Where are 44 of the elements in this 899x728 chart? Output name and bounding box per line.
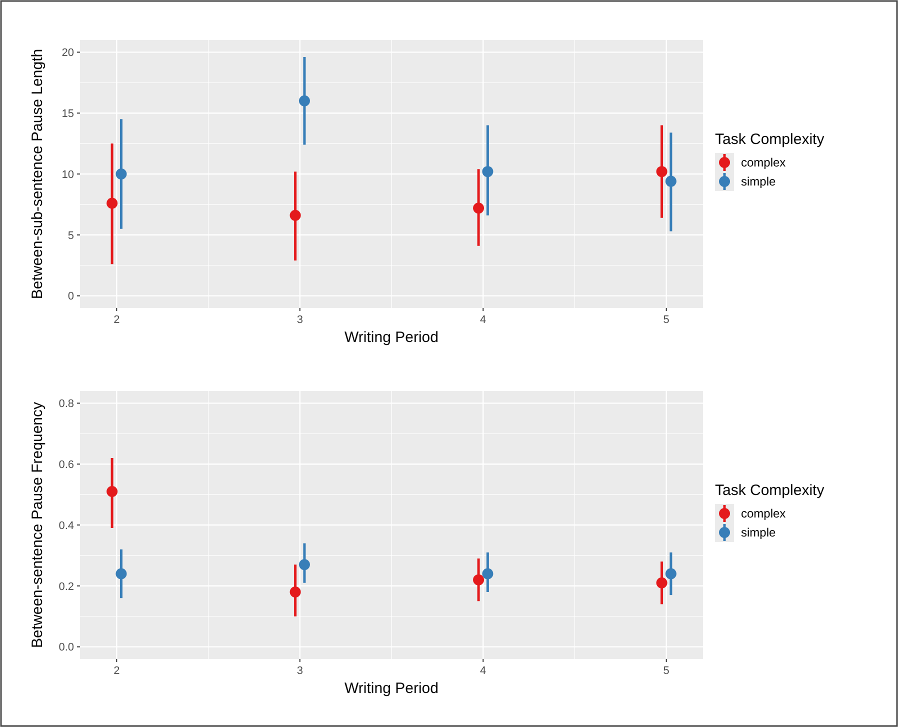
y-tick-label: 5	[68, 230, 74, 242]
legend-title: Task Complexity	[715, 482, 825, 499]
legend-label: simple	[741, 174, 776, 189]
x-axis-title: Writing Period	[344, 680, 438, 697]
y-tick-label: 0.6	[58, 458, 74, 471]
y-tick-label: 0.8	[58, 398, 74, 410]
point	[473, 574, 484, 586]
x-tick-label: 5	[663, 314, 670, 326]
legend-title: Task Complexity	[715, 131, 825, 148]
point	[656, 577, 668, 588]
x-tick-label: 4	[480, 314, 486, 326]
legend-label: complex	[741, 156, 786, 170]
point	[298, 559, 310, 570]
point	[106, 486, 118, 497]
x-tick-label: 2	[114, 314, 120, 326]
y-tick-label: 15	[62, 108, 74, 120]
point	[298, 95, 310, 106]
y-tick-label: 0.4	[58, 520, 74, 532]
y-axis-title: Between-sentence Pause Frequency	[29, 402, 46, 648]
point	[665, 568, 676, 580]
point	[116, 168, 127, 180]
y-axis-title: Between-sub-sentence Pause Length	[29, 48, 46, 300]
point	[290, 586, 301, 598]
x-tick-label: 3	[296, 314, 303, 326]
x-tick-label: 4	[480, 665, 486, 677]
y-tick-label: 0.2	[58, 580, 74, 593]
point	[106, 198, 118, 209]
point	[665, 176, 676, 187]
x-tick-label: 2	[114, 665, 120, 677]
y-tick-label: 20	[62, 47, 74, 60]
point	[482, 568, 494, 580]
y-tick-label: 0.0	[58, 642, 74, 654]
point	[290, 210, 301, 221]
legend-label: simple	[741, 526, 776, 540]
x-tick-label: 5	[663, 665, 670, 677]
point	[482, 166, 494, 178]
point	[116, 568, 127, 580]
y-tick-label: 10	[62, 168, 74, 181]
point	[656, 166, 668, 178]
x-tick-label: 3	[296, 665, 303, 677]
point	[473, 202, 484, 214]
legend-label: complex	[741, 506, 786, 521]
y-tick-label: 0	[68, 290, 74, 303]
x-axis-title: Writing Period	[344, 329, 438, 346]
